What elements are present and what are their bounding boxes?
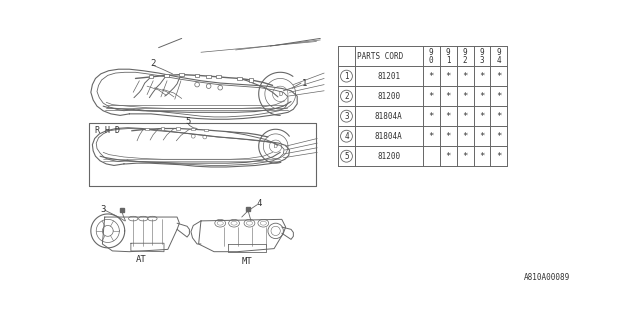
Text: 9
0: 9 0 bbox=[429, 48, 433, 65]
Text: R H D: R H D bbox=[95, 126, 120, 135]
Text: *: * bbox=[479, 132, 484, 141]
Text: *: * bbox=[429, 72, 434, 81]
Text: PARTS CORD: PARTS CORD bbox=[357, 52, 403, 60]
Text: 4: 4 bbox=[344, 132, 349, 141]
Bar bbox=[204, 129, 208, 131]
Text: *: * bbox=[445, 132, 451, 141]
Text: *: * bbox=[445, 72, 451, 81]
Text: *: * bbox=[479, 92, 484, 101]
Text: *: * bbox=[496, 132, 502, 141]
Text: *: * bbox=[496, 92, 502, 101]
Text: *: * bbox=[496, 152, 502, 161]
Text: *: * bbox=[496, 72, 502, 81]
Text: 5: 5 bbox=[185, 117, 191, 126]
Text: *: * bbox=[445, 92, 451, 101]
Text: *: * bbox=[496, 112, 502, 121]
Text: *: * bbox=[462, 112, 468, 121]
Text: *: * bbox=[429, 132, 434, 141]
Bar bbox=[195, 74, 200, 77]
Text: 9
1: 9 1 bbox=[446, 48, 451, 65]
Text: D: D bbox=[278, 91, 282, 97]
Text: 5: 5 bbox=[344, 152, 349, 161]
Text: 2: 2 bbox=[150, 59, 156, 68]
Bar bbox=[176, 127, 180, 130]
Bar bbox=[145, 128, 149, 131]
Text: 1: 1 bbox=[302, 78, 308, 88]
Bar bbox=[216, 75, 221, 78]
Bar bbox=[249, 78, 253, 82]
Text: 81201: 81201 bbox=[377, 72, 401, 81]
Text: MT: MT bbox=[242, 257, 253, 266]
Text: 3: 3 bbox=[344, 112, 349, 121]
Text: D: D bbox=[274, 144, 278, 149]
Bar bbox=[237, 77, 242, 80]
Bar bbox=[206, 75, 211, 78]
Text: *: * bbox=[479, 152, 484, 161]
Text: *: * bbox=[479, 72, 484, 81]
Bar bbox=[148, 75, 153, 78]
Text: *: * bbox=[479, 112, 484, 121]
Text: *: * bbox=[462, 72, 468, 81]
Text: 2: 2 bbox=[344, 92, 349, 101]
Bar bbox=[191, 128, 195, 131]
Text: *: * bbox=[429, 92, 434, 101]
Text: *: * bbox=[462, 132, 468, 141]
Text: 9
3: 9 3 bbox=[480, 48, 484, 65]
Text: 9
2: 9 2 bbox=[463, 48, 467, 65]
Text: 81200: 81200 bbox=[377, 152, 401, 161]
Text: 1: 1 bbox=[344, 72, 349, 81]
Text: *: * bbox=[445, 152, 451, 161]
Bar bbox=[164, 74, 168, 77]
Text: 81200: 81200 bbox=[377, 92, 401, 101]
Bar bbox=[161, 127, 164, 130]
Text: AT: AT bbox=[136, 255, 147, 264]
Text: *: * bbox=[462, 92, 468, 101]
Text: 9
4: 9 4 bbox=[497, 48, 501, 65]
Text: *: * bbox=[445, 112, 451, 121]
Text: A810A00089: A810A00089 bbox=[524, 273, 570, 282]
Text: *: * bbox=[462, 152, 468, 161]
Text: 81804A: 81804A bbox=[375, 112, 403, 121]
Text: 4: 4 bbox=[256, 199, 261, 208]
Text: 81804A: 81804A bbox=[375, 132, 403, 141]
Bar bbox=[179, 73, 184, 76]
Text: *: * bbox=[429, 112, 434, 121]
Text: 3: 3 bbox=[100, 205, 106, 214]
